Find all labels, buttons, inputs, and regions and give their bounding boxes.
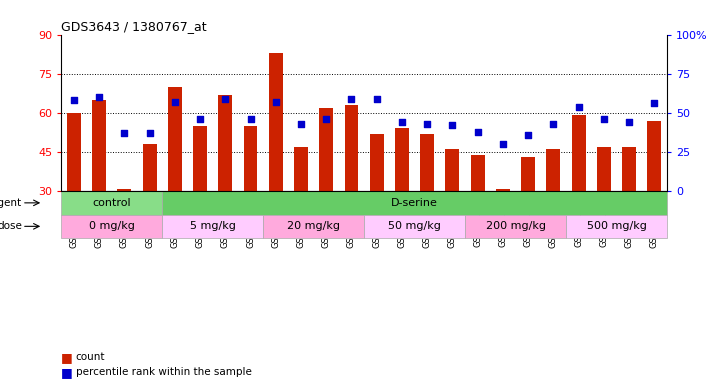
Point xyxy=(548,121,559,127)
Bar xyxy=(496,189,510,191)
Bar xyxy=(92,100,106,191)
Point xyxy=(118,130,131,136)
Point xyxy=(497,141,509,147)
Point xyxy=(421,121,433,127)
Point xyxy=(624,119,635,125)
Bar xyxy=(319,108,333,191)
Point xyxy=(94,94,105,100)
Bar xyxy=(162,215,263,238)
Text: 200 mg/kg: 200 mg/kg xyxy=(485,221,546,231)
Bar xyxy=(370,134,384,191)
Bar xyxy=(294,147,308,191)
Bar xyxy=(465,215,566,238)
Text: agent: agent xyxy=(0,198,22,208)
Text: 5 mg/kg: 5 mg/kg xyxy=(190,221,236,231)
Bar xyxy=(395,129,409,191)
Point xyxy=(68,97,80,103)
Bar xyxy=(345,105,358,191)
Bar xyxy=(521,157,535,191)
Point xyxy=(649,100,660,106)
Point xyxy=(195,116,206,122)
Bar xyxy=(597,147,611,191)
Text: control: control xyxy=(92,198,131,208)
Bar xyxy=(218,94,232,191)
Bar xyxy=(143,144,156,191)
Point xyxy=(144,130,156,136)
Point xyxy=(346,96,358,102)
Point xyxy=(321,116,332,122)
Point xyxy=(397,119,408,125)
Bar xyxy=(61,191,162,215)
Bar xyxy=(67,113,81,191)
Text: 20 mg/kg: 20 mg/kg xyxy=(287,221,340,231)
Point xyxy=(447,122,459,128)
Bar xyxy=(622,147,636,191)
Point xyxy=(169,99,181,105)
Point xyxy=(371,96,383,102)
Point xyxy=(522,132,534,138)
Point xyxy=(270,99,282,105)
Text: D-serine: D-serine xyxy=(391,198,438,208)
Bar xyxy=(572,116,585,191)
Bar xyxy=(244,126,257,191)
Bar xyxy=(263,215,364,238)
Bar xyxy=(471,155,485,191)
Point xyxy=(245,116,257,122)
Point xyxy=(573,104,585,110)
Text: ■: ■ xyxy=(61,366,73,379)
Text: GDS3643 / 1380767_at: GDS3643 / 1380767_at xyxy=(61,20,207,33)
Bar xyxy=(566,215,667,238)
Text: 500 mg/kg: 500 mg/kg xyxy=(586,221,647,231)
Text: 50 mg/kg: 50 mg/kg xyxy=(388,221,441,231)
Bar xyxy=(193,126,207,191)
Point xyxy=(220,96,231,102)
Text: count: count xyxy=(76,352,105,362)
Text: 0 mg/kg: 0 mg/kg xyxy=(89,221,135,231)
Bar xyxy=(647,121,661,191)
Bar xyxy=(420,134,434,191)
Point xyxy=(296,121,307,127)
Bar xyxy=(446,149,459,191)
Bar xyxy=(118,189,131,191)
Bar xyxy=(547,149,560,191)
Text: percentile rank within the sample: percentile rank within the sample xyxy=(76,367,252,377)
Text: ■: ■ xyxy=(61,351,73,364)
Text: dose: dose xyxy=(0,221,22,231)
Bar xyxy=(61,215,162,238)
Bar xyxy=(168,87,182,191)
Bar xyxy=(364,215,465,238)
Point xyxy=(598,116,610,122)
Bar xyxy=(162,191,667,215)
Bar xyxy=(269,53,283,191)
Point xyxy=(472,129,484,135)
